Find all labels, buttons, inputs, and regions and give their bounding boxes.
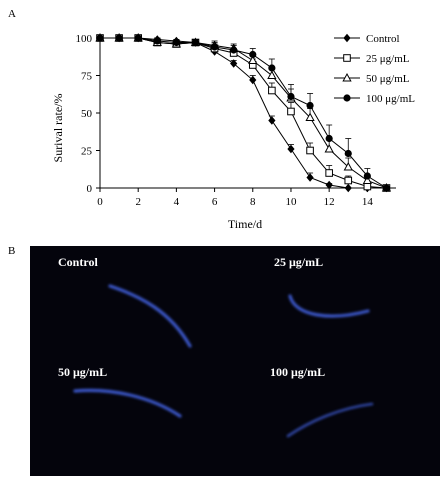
data-point xyxy=(287,92,295,101)
legend-marker xyxy=(343,94,351,102)
data-point xyxy=(344,183,352,193)
data-point xyxy=(268,86,276,95)
panel-b-label: B xyxy=(8,245,16,257)
legend-marker xyxy=(342,72,352,82)
data-point xyxy=(115,34,123,42)
y-tick-label: 100 xyxy=(76,33,93,45)
label-50: 50 μg/mL xyxy=(58,365,108,379)
chart-legend: Control 25 μg/mL 50 μg/mL 100 μg/mL xyxy=(334,33,415,105)
data-point xyxy=(344,149,352,158)
chart-series xyxy=(95,32,392,193)
panel-a-label: A xyxy=(8,8,16,20)
data-point xyxy=(268,64,276,72)
data-point xyxy=(325,134,333,143)
legend-label: 100 μg/mL xyxy=(366,93,415,105)
data-point xyxy=(268,116,276,125)
worm-control xyxy=(108,284,192,348)
data-point xyxy=(153,37,161,45)
data-point xyxy=(306,173,314,182)
data-point xyxy=(362,175,372,184)
legend-marker xyxy=(343,33,351,43)
x-tick-label: 8 xyxy=(250,196,256,208)
data-point xyxy=(210,43,219,51)
series-3 xyxy=(96,34,391,192)
legend-label: 50 μg/mL xyxy=(366,73,410,85)
data-point xyxy=(382,184,391,192)
data-point xyxy=(230,59,238,68)
series-line xyxy=(100,37,387,189)
series-line xyxy=(100,37,387,189)
worm-50 xyxy=(73,388,182,418)
worm-25 xyxy=(288,294,370,318)
data-point xyxy=(267,70,277,79)
y-tick-label: 75 xyxy=(81,71,93,83)
x-tick-label: 14 xyxy=(362,196,374,208)
x-tick-label: 0 xyxy=(97,196,103,208)
y-tick-label: 0 xyxy=(87,183,93,195)
data-point xyxy=(191,38,200,47)
data-point xyxy=(325,169,333,177)
data-point xyxy=(306,101,314,110)
survival-chart: 0 2 4 6 8 10 12 14 0 25 50 75 100 Control 25 μg/mL 50 … xyxy=(51,32,415,231)
x-tick-label: 12 xyxy=(324,196,335,208)
data-point xyxy=(287,107,295,116)
data-point xyxy=(172,38,180,47)
data-point xyxy=(230,46,238,54)
label-100: 100 μg/mL xyxy=(270,365,326,379)
label-control: Control xyxy=(58,255,98,269)
worm-image xyxy=(73,284,374,438)
data-point xyxy=(134,34,142,42)
data-point xyxy=(325,180,333,190)
data-point xyxy=(287,144,295,154)
data-point xyxy=(96,34,104,42)
legend-marker xyxy=(343,54,351,62)
y-axis-label: Surival rate/% xyxy=(51,94,65,163)
series-line xyxy=(100,37,387,189)
x-tick-label: 6 xyxy=(212,196,218,208)
data-point xyxy=(363,182,372,191)
label-25: 25 μg/mL xyxy=(274,255,324,269)
y-tick-label: 50 xyxy=(81,108,93,120)
legend-label: Control xyxy=(366,33,400,45)
data-point xyxy=(305,112,315,121)
data-point xyxy=(249,75,257,85)
data-point xyxy=(248,55,258,64)
data-point xyxy=(324,143,334,153)
x-tick-label: 10 xyxy=(285,196,297,208)
data-point xyxy=(344,176,353,185)
y-tick-label: 25 xyxy=(81,146,93,158)
data-point xyxy=(343,161,353,171)
worm-100 xyxy=(286,402,374,438)
data-point xyxy=(249,50,257,59)
fluorescence-micrograph: Control 25 μg/mL 50 μg/mL 100 μg/mL xyxy=(30,246,440,476)
data-point xyxy=(306,146,314,155)
legend-label: 25 μg/mL xyxy=(366,53,410,65)
x-tick-label: 2 xyxy=(135,196,141,208)
x-axis-label: Time/d xyxy=(228,217,262,231)
data-point xyxy=(363,172,371,180)
x-tick-label: 4 xyxy=(174,196,180,208)
